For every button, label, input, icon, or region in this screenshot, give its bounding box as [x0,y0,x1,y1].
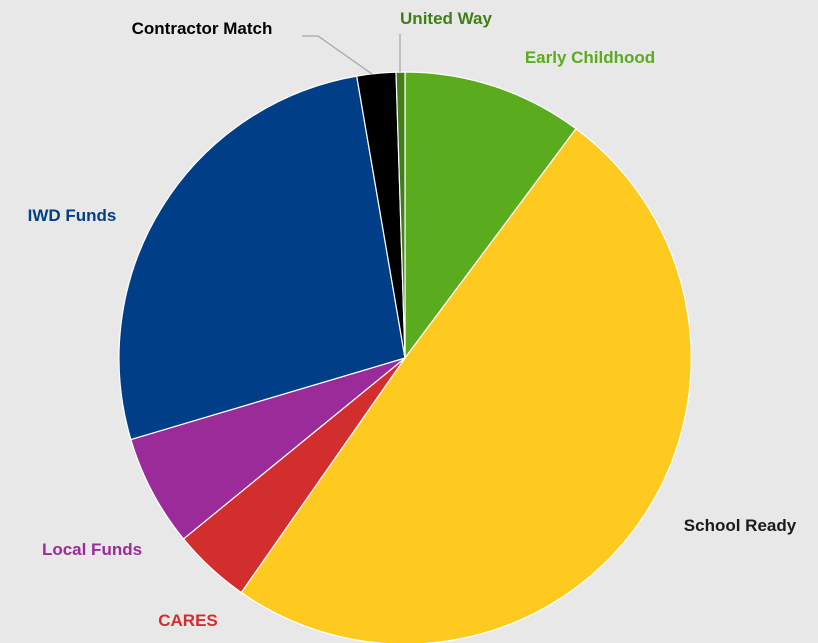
slice-label-local-funds: Local Funds [42,540,142,559]
pie-slice-school-ready [240,127,692,643]
slice-label-contractor-match: Contractor Match [132,19,273,38]
slice-label-cares: CARES [158,611,218,630]
leader-line-contractor-match [302,35,373,75]
pie-slice-united-way [395,71,406,359]
pie-slices [118,71,692,643]
pie-slice-early-childhood [404,71,577,360]
pie-slice-local-funds [130,357,406,540]
pie-slice-iwd-funds [118,75,406,441]
slice-label-united-way: United Way [400,9,492,28]
slice-label-early-childhood: Early Childhood [525,48,655,67]
slice-label-iwd-funds: IWD Funds [28,206,117,225]
slice-labels: Early Childhood School Ready CARES Local Fu… [28,9,797,630]
leader-lines [302,34,401,75]
slice-label-school-ready: School Ready [684,516,797,535]
